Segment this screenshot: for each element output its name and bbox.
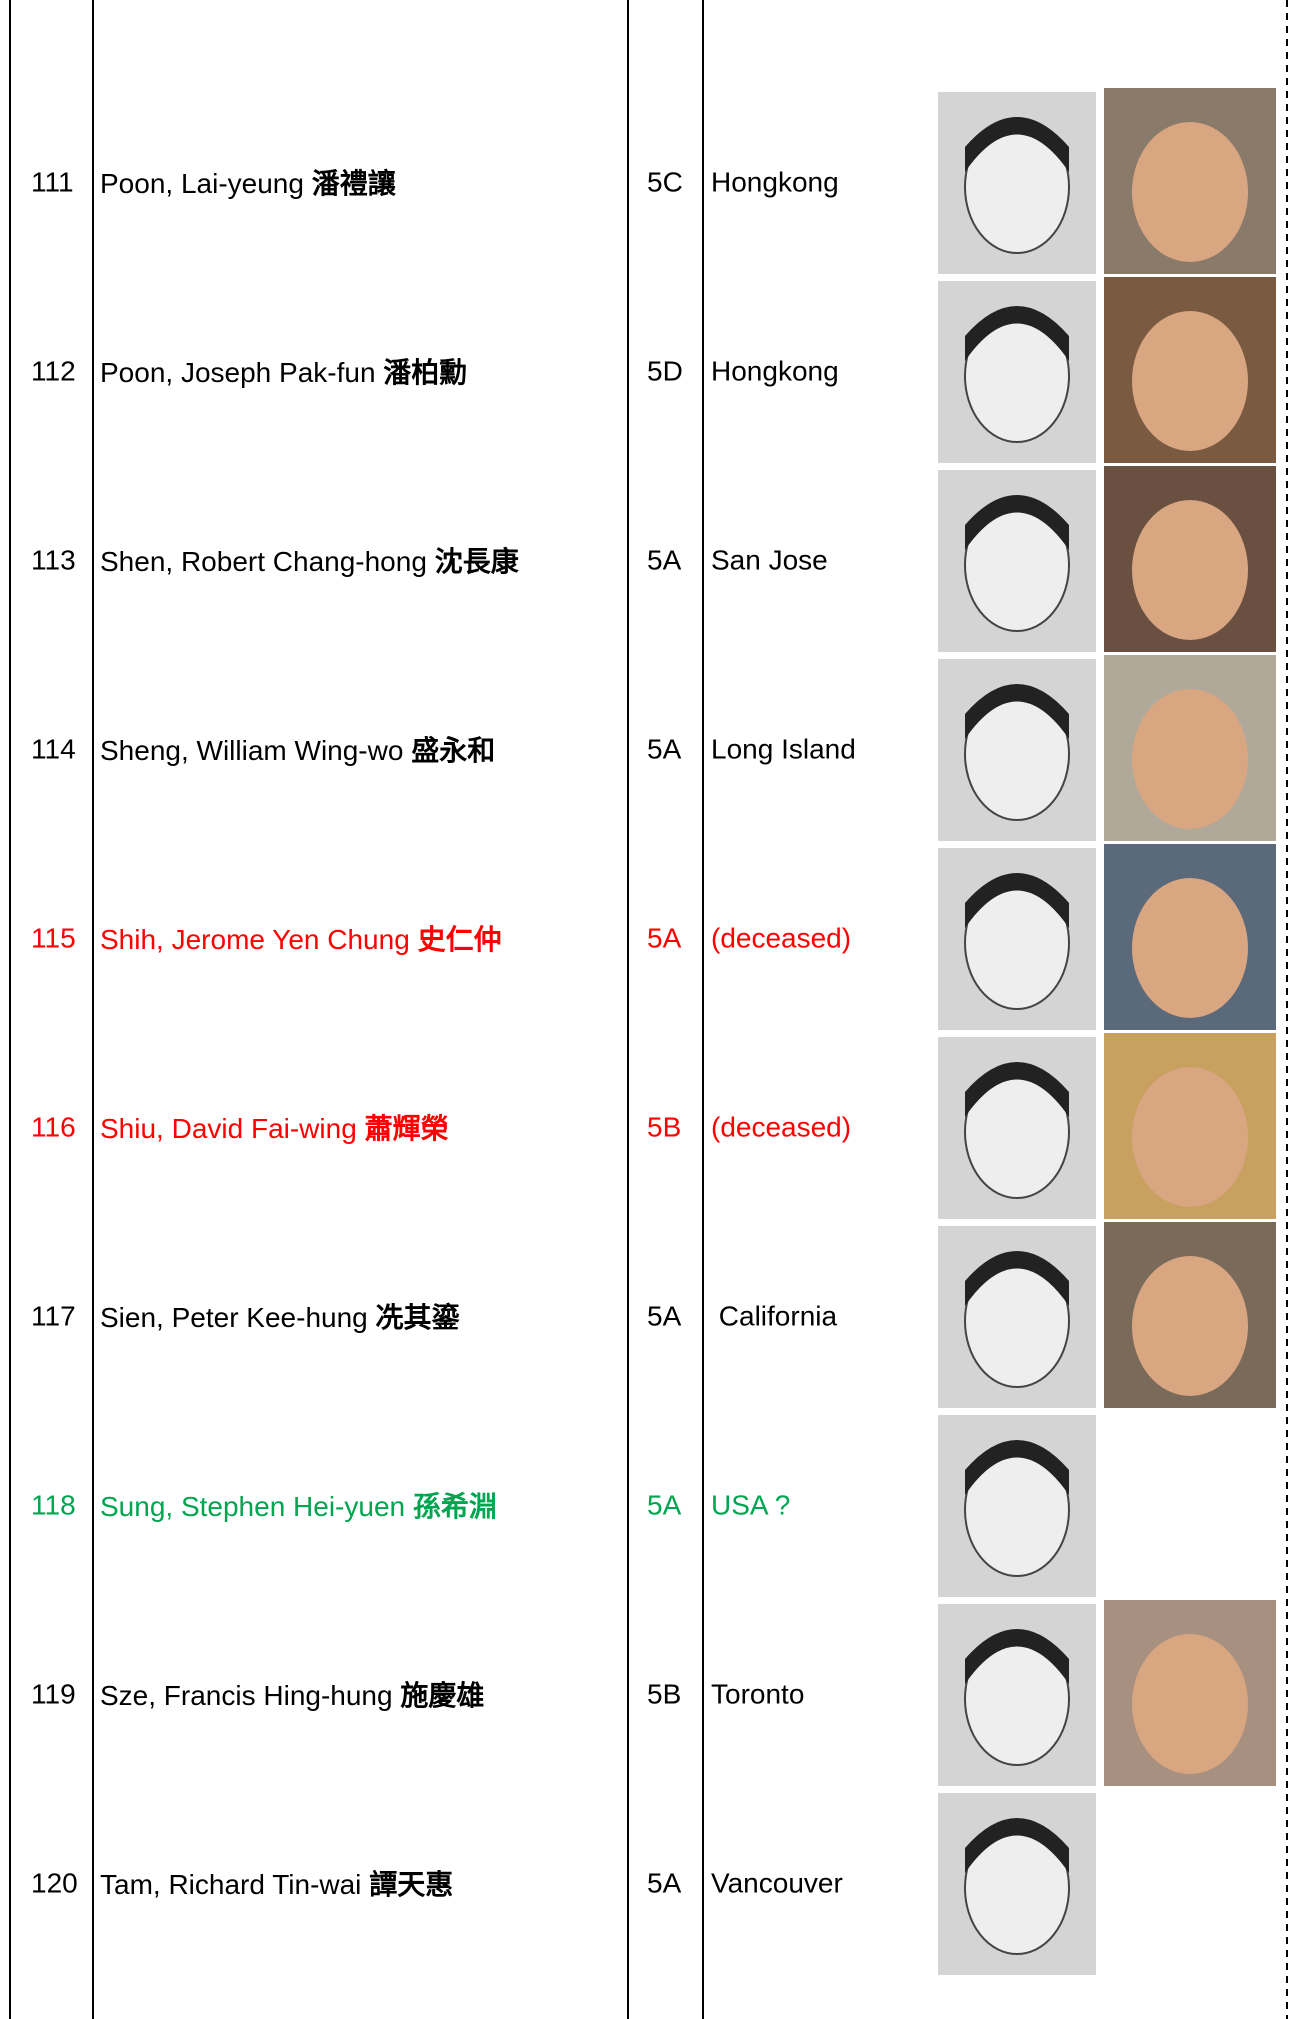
chinese-name: 沈長康: [435, 545, 520, 577]
row-number: 112: [31, 355, 76, 386]
recent-photo-face: [1132, 689, 1248, 829]
student-name: Sien, Peter Kee-hung 冼其鎏: [100, 1301, 461, 1333]
row-number: 118: [31, 1489, 76, 1520]
chinese-name: 施慶雄: [400, 1679, 484, 1711]
student-name: Sheng, William Wing-wo 盛永和: [100, 735, 495, 766]
row-number: 116: [31, 1111, 76, 1142]
recent-photo-face: [1132, 1634, 1248, 1774]
english-name: Sheng, William Wing-wo: [100, 735, 403, 766]
recent-photo-face: [1132, 1067, 1248, 1207]
english-name: Sien, Peter Kee-hung: [100, 1302, 368, 1333]
location: Long Island: [711, 733, 856, 764]
student-name: Shiu, David Fai-wing 蕭輝榮: [100, 1113, 449, 1144]
student-name: Shih, Jerome Yen Chung 史仁仲: [100, 924, 502, 955]
recent-photo-face: [1132, 1256, 1248, 1396]
recent-photo-face: [1132, 122, 1248, 262]
school-photo-hair: [965, 684, 1069, 739]
english-name: Shiu, David Fai-wing: [100, 1113, 357, 1144]
student-name: Shen, Robert Chang-hong 沈長康: [100, 545, 520, 577]
location: California: [711, 1300, 837, 1331]
location: Hongkong: [711, 166, 839, 197]
location: Hongkong: [711, 355, 839, 386]
english-name: Poon, Joseph Pak-fun: [100, 357, 376, 388]
location: USA ?: [711, 1489, 790, 1520]
student-name: Sung, Stephen Hei-yuen 孫希淵: [100, 1491, 497, 1522]
chinese-name: 冼其鎏: [376, 1301, 461, 1333]
class-code: 5A: [647, 1300, 682, 1331]
english-name: Sung, Stephen Hei-yuen: [100, 1491, 405, 1522]
chinese-name: 盛永和: [411, 735, 495, 766]
class-code: 5B: [647, 1678, 681, 1709]
english-name: Poon, Lai-yeung: [100, 168, 304, 199]
class-code: 5B: [647, 1111, 681, 1142]
row-number: 111: [31, 166, 74, 197]
location: (deceased): [711, 922, 851, 953]
class-code: 5A: [647, 733, 682, 764]
english-name: Shih, Jerome Yen Chung: [100, 924, 410, 955]
row-number: 113: [31, 544, 76, 575]
school-photo-hair: [965, 117, 1069, 172]
school-photo-hair: [965, 873, 1069, 928]
chinese-name: 潘禮讓: [312, 167, 397, 199]
chinese-name: 譚天惠: [369, 1868, 453, 1900]
location: (deceased): [711, 1111, 851, 1142]
chinese-name: 蕭輝榮: [365, 1113, 449, 1144]
english-name: Shen, Robert Chang-hong: [100, 546, 427, 577]
student-name: Poon, Lai-yeung 潘禮讓: [100, 167, 397, 199]
location: San Jose: [711, 544, 828, 575]
student-name: Poon, Joseph Pak-fun 潘柏勳: [100, 357, 467, 388]
class-code: 5A: [647, 1867, 682, 1898]
class-code: 5A: [647, 544, 682, 575]
school-photo-hair: [965, 1818, 1069, 1873]
class-code: 5C: [647, 166, 683, 197]
school-photo-hair: [965, 1251, 1069, 1306]
class-code: 5D: [647, 355, 683, 386]
school-photo-hair: [965, 306, 1069, 361]
student-name: Tam, Richard Tin-wai 譚天惠: [100, 1868, 453, 1900]
location: Toronto: [711, 1678, 804, 1709]
row-number: 114: [31, 733, 76, 764]
chinese-name: 孫希淵: [413, 1491, 497, 1522]
student-name: Sze, Francis Hing-hung 施慶雄: [100, 1679, 484, 1711]
english-name: Sze, Francis Hing-hung: [100, 1680, 393, 1711]
recent-photo-face: [1132, 878, 1248, 1018]
english-name: Tam, Richard Tin-wai: [100, 1869, 361, 1900]
row-number: 115: [31, 922, 76, 953]
row-number: 117: [31, 1300, 76, 1331]
class-code: 5A: [647, 1489, 682, 1520]
row-number: 119: [31, 1678, 76, 1709]
school-photo-hair: [965, 1629, 1069, 1684]
chinese-name: 潘柏勳: [383, 357, 467, 388]
school-photo-hair: [965, 1440, 1069, 1495]
row-number: 120: [31, 1867, 78, 1898]
location: Vancouver: [711, 1867, 843, 1898]
recent-photo-face: [1132, 500, 1248, 640]
school-photo-hair: [965, 495, 1069, 550]
school-photo-hair: [965, 1062, 1069, 1117]
chinese-name: 史仁仲: [418, 924, 502, 955]
class-code: 5A: [647, 922, 682, 953]
recent-photo-face: [1132, 311, 1248, 451]
